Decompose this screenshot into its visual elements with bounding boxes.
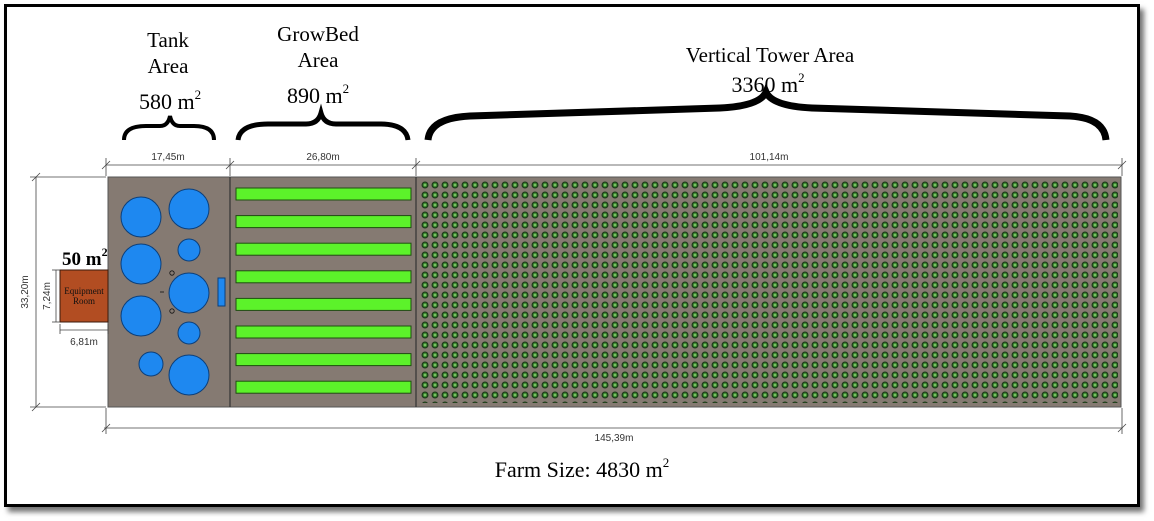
grow-beds — [235, 187, 412, 394]
tank-area-title-line1: Tank — [147, 28, 189, 52]
top-dimension-line — [101, 158, 1127, 176]
total-height-label: 33,20m — [20, 275, 31, 308]
tank — [120, 295, 162, 337]
bottom-dimension-line — [101, 408, 1127, 434]
tank-area-title-line2: Area — [148, 54, 189, 78]
equipment-room — [59, 269, 109, 323]
grow-bed — [235, 270, 412, 284]
growbed-area-title-line1: GrowBed — [277, 22, 359, 46]
equipment-height-label: 7,24m — [42, 282, 53, 310]
tower-width-label: 101,14m — [750, 152, 789, 163]
equipment-width-label: 6,81m — [70, 337, 98, 348]
tank-brace — [122, 115, 216, 141]
grow-bed — [235, 380, 412, 394]
total-width-label: 145,39m — [595, 433, 634, 444]
tank — [168, 272, 210, 314]
tank-width-label: 17,45m — [151, 152, 184, 163]
left-dimension-lines — [30, 172, 109, 412]
grow-bed — [235, 353, 412, 367]
tank — [177, 321, 201, 345]
tank — [138, 351, 164, 377]
tank — [120, 243, 162, 285]
growbed-area-title-line2: Area — [298, 48, 339, 72]
tank — [168, 354, 210, 396]
tank — [168, 188, 210, 230]
tower-area-title: Vertical Tower Area — [686, 43, 855, 67]
sump-tank — [217, 277, 226, 307]
equipment-room-area: 50 m2 — [62, 245, 108, 270]
tank — [177, 238, 201, 262]
growbed-width-label: 26,80m — [306, 152, 339, 163]
equipment-room-label-line1: Equipment — [64, 286, 104, 296]
grow-bed — [235, 325, 412, 339]
equipment-room-label-line2: Room — [73, 296, 95, 306]
grow-bed — [235, 215, 412, 229]
tower-brace — [424, 83, 1110, 141]
vertical-towers — [420, 180, 1118, 403]
tank-area-value: 580 m2 — [139, 87, 201, 114]
grow-bed — [235, 187, 412, 201]
tank — [120, 196, 162, 238]
growbed-area-value: 890 m2 — [287, 81, 349, 108]
farm-size-label: Farm Size: 4830 m2 — [495, 455, 670, 482]
fish-tanks — [120, 188, 210, 396]
pump-markers — [160, 270, 175, 314]
grow-bed — [235, 297, 412, 311]
growbed-brace — [235, 103, 411, 141]
grow-bed — [235, 242, 412, 256]
